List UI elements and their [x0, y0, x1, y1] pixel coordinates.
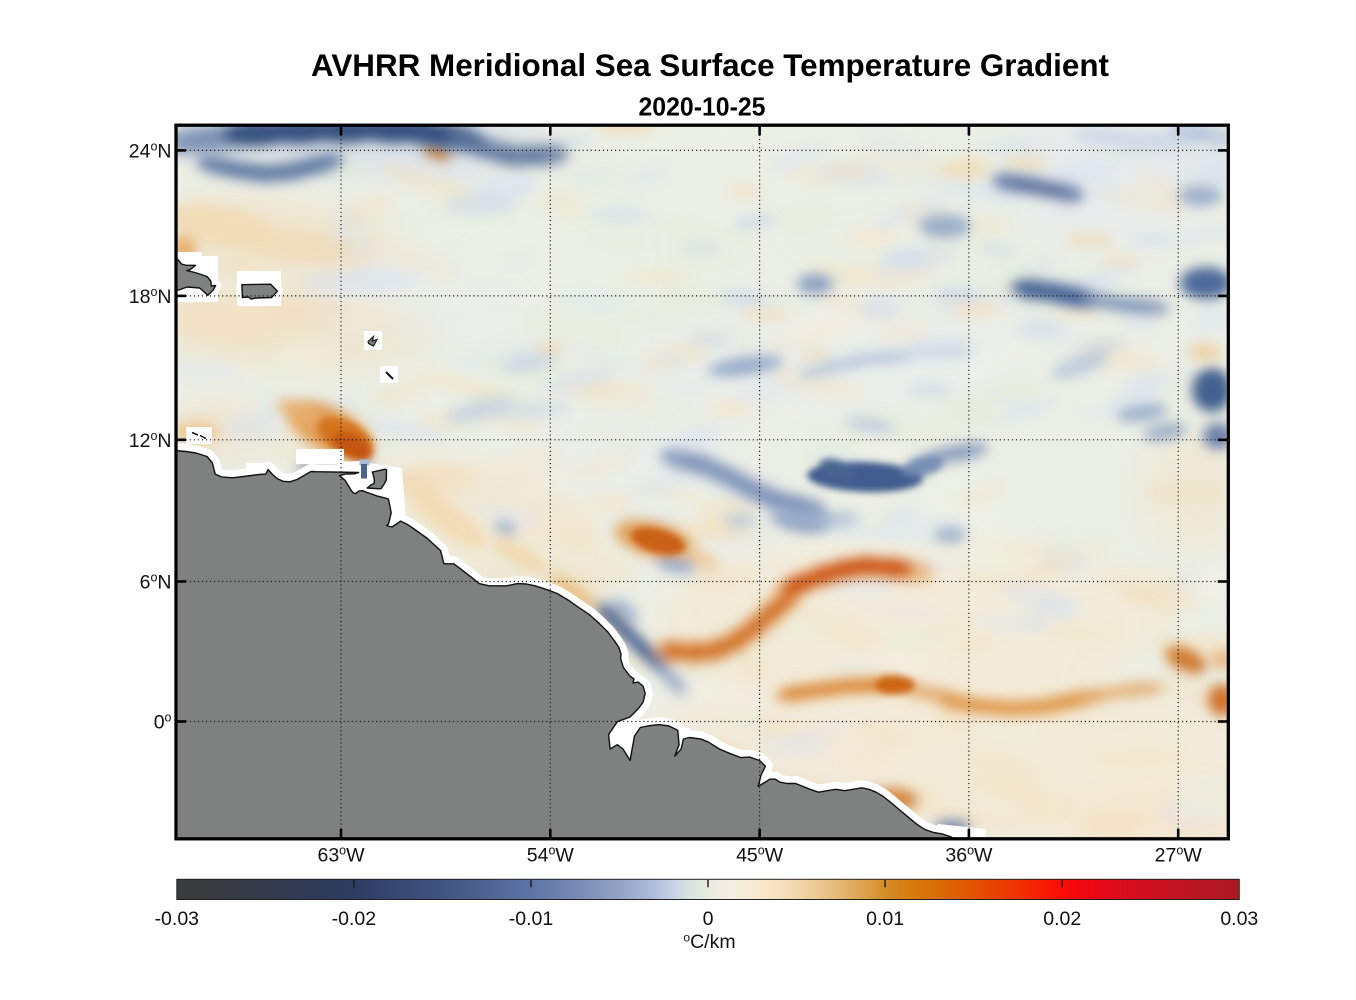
svg-text:27oW: 27oW: [1155, 843, 1203, 866]
svg-text:-0.01: -0.01: [509, 908, 553, 930]
svg-text:0.02: 0.02: [1043, 908, 1081, 930]
svg-text:AVHRR Meridional Sea Surface T: AVHRR Meridional Sea Surface Temperature…: [311, 47, 1110, 83]
svg-text:oC/km: oC/km: [683, 931, 735, 954]
svg-text:-0.03: -0.03: [155, 908, 199, 930]
svg-text:6oN: 6oN: [140, 571, 172, 594]
svg-text:0o: 0o: [154, 711, 172, 734]
svg-text:63oW: 63oW: [317, 843, 365, 866]
svg-text:0.01: 0.01: [866, 908, 904, 930]
svg-text:12oN: 12oN: [129, 429, 172, 452]
svg-text:36oW: 36oW: [945, 843, 993, 866]
svg-text:45oW: 45oW: [736, 843, 784, 866]
svg-text:0: 0: [703, 908, 714, 930]
svg-text:0.03: 0.03: [1220, 908, 1258, 930]
svg-text:24oN: 24oN: [129, 139, 172, 162]
svg-text:2020-10-25: 2020-10-25: [639, 94, 766, 122]
svg-text:54oW: 54oW: [527, 843, 575, 866]
svg-text:-0.02: -0.02: [332, 908, 376, 930]
svg-text:18oN: 18oN: [129, 285, 172, 308]
